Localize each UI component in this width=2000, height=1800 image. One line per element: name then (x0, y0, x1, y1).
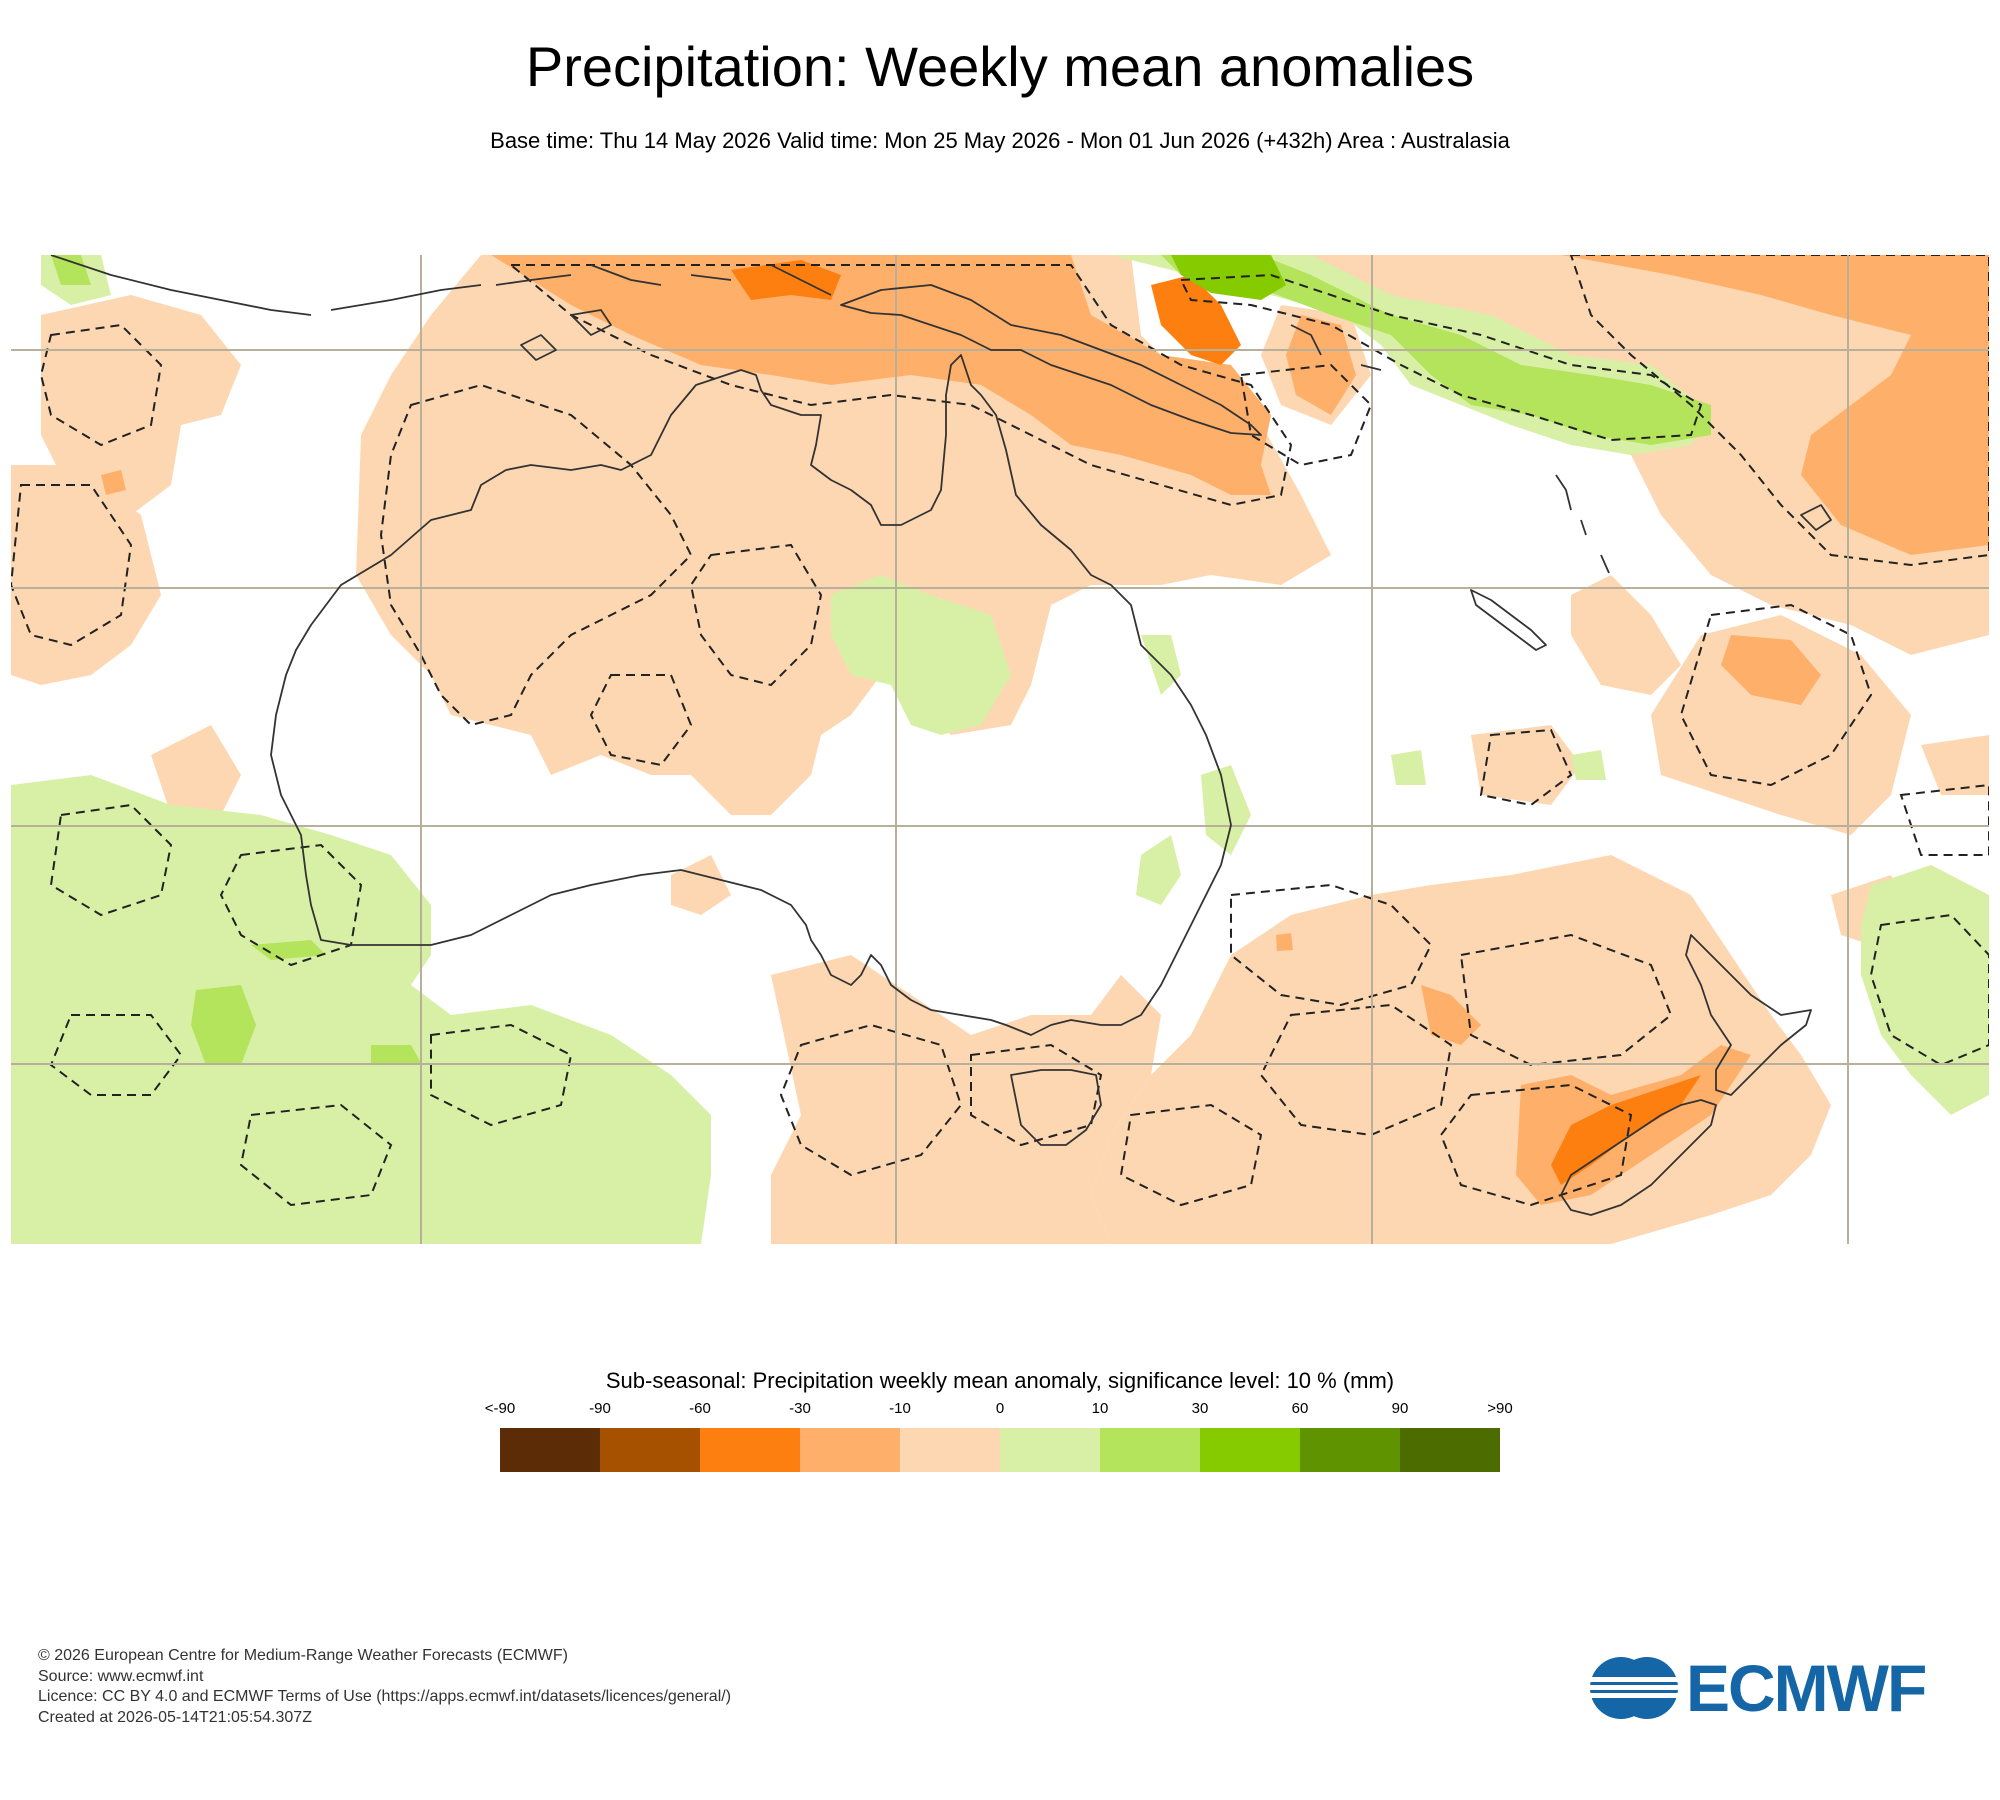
legend-swatch (600, 1428, 700, 1472)
legend-title: Sub-seasonal: Precipitation weekly mean … (605, 1368, 1395, 1393)
color-legend: <-90 -90 -60 -30 -10 0 10 30 60 90 >90 (485, 1400, 1513, 1475)
licence-text: Licence: CC BY 4.0 and ECMWF Terms of Us… (38, 1688, 732, 1705)
legend-tick: 30 (1191, 1400, 1209, 1417)
source-text: Source: www.ecmwf.int (38, 1667, 204, 1685)
legend-swatch (1400, 1428, 1500, 1472)
ecmwf-logo: ECMWF (1588, 1651, 1963, 1725)
legend-tick: 0 (995, 1400, 1005, 1417)
lat-lon-grid (11, 255, 1989, 1244)
chart-subtitle: Base time: Thu 14 May 2026 Valid time: M… (490, 128, 1510, 153)
legend-swatch (800, 1428, 900, 1472)
legend-tick: 10 (1091, 1400, 1109, 1417)
pacific-islands-coastline (1290, 324, 1832, 574)
anomaly-map (11, 255, 1989, 1244)
significance-contours (11, 255, 1989, 1207)
ecmwf-logo-text: ECMWF (1686, 1651, 1927, 1725)
australia-coastline (270, 354, 1232, 1036)
legend-swatch (1300, 1428, 1400, 1472)
chart-title: Precipitation: Weekly mean anomalies (525, 35, 1475, 98)
legend-tick: -90 (589, 1400, 611, 1417)
legend-tick: <-90 (484, 1400, 516, 1417)
legend-swatch (500, 1428, 600, 1472)
coastlines (50, 255, 1832, 1216)
ecmwf-logo-icon (1588, 1657, 1680, 1719)
legend-tick: -30 (789, 1400, 811, 1417)
new-zealand-south-coastline (1560, 1099, 1717, 1216)
footer: © 2026 European Centre for Medium-Range … (38, 1646, 731, 1728)
new-guinea-coastline (840, 284, 1262, 436)
legend-swatch (1200, 1428, 1300, 1472)
legend-swatch (700, 1428, 800, 1472)
created-text: Created at 2026-05-14T21:05:54.307Z (38, 1708, 312, 1726)
legend-swatches (500, 1428, 1500, 1472)
legend-tick: >90 (1487, 1400, 1513, 1417)
legend-swatch (900, 1428, 1000, 1472)
dry-anomaly-strong (731, 260, 1701, 1185)
legend-swatch (1100, 1428, 1200, 1472)
indonesia-coastline (50, 255, 832, 316)
legend-tick: 90 (1391, 1400, 1409, 1417)
tasmania-coastline (1010, 1069, 1102, 1146)
legend-tick: -60 (689, 1400, 711, 1417)
legend-tick: -10 (889, 1400, 911, 1417)
copyright-text: © 2026 European Centre for Medium-Range … (38, 1647, 568, 1664)
new-caledonia-coastline (1470, 589, 1547, 651)
legend-swatch (1000, 1428, 1100, 1472)
legend-tick: 60 (1291, 1400, 1309, 1417)
new-zealand-north-coastline (1685, 934, 1812, 1096)
